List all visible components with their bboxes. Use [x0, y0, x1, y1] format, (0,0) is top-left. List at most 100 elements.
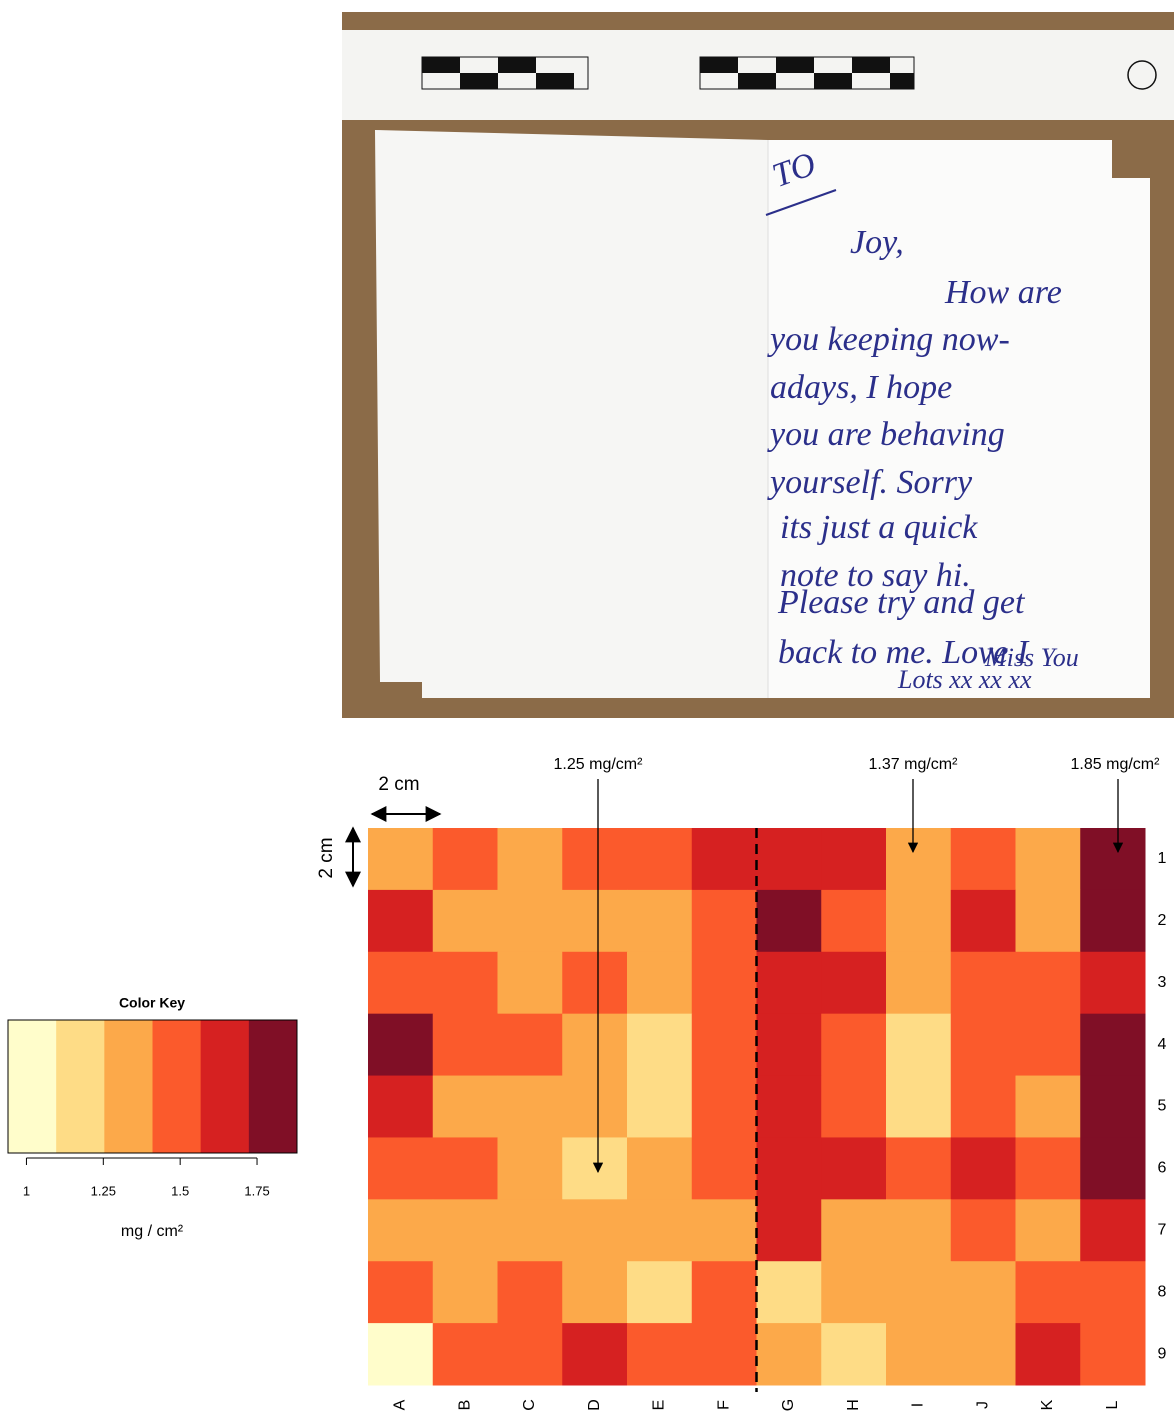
heatmap-cell	[886, 1076, 951, 1138]
heatmap-cell	[692, 1137, 757, 1199]
column-label: C	[521, 1399, 538, 1411]
heatmap: 123456789ABCDEFGHIJKL1.25 mg/cm²1.37 mg/…	[8, 756, 1167, 1411]
heatmap-cell	[433, 828, 498, 890]
heatmap-cell	[757, 1323, 822, 1385]
heatmap-cell	[1080, 1014, 1145, 1076]
annotation: 1.25 mg/cm²	[554, 756, 644, 773]
key-tick-label: 1.5	[171, 1183, 189, 1198]
handwriting-line: you are behaving	[767, 416, 1005, 453]
heatmap-cell	[1016, 1323, 1081, 1385]
heatmap-cell	[886, 828, 951, 890]
heatmap-cell	[498, 890, 563, 952]
heatmap-cell	[951, 952, 1016, 1014]
heatmap-cell	[1016, 1014, 1081, 1076]
heatmap-cell	[1016, 1199, 1081, 1261]
heatmap-cell	[433, 1199, 498, 1261]
heatmap-cell	[886, 1014, 951, 1076]
heatmap-cell	[433, 1014, 498, 1076]
heatmap-cell	[951, 1014, 1016, 1076]
heatmap-cell	[821, 1323, 886, 1385]
heatmap-cell	[757, 952, 822, 1014]
heatmap-cell	[368, 1014, 433, 1076]
heatmap-cell	[886, 1261, 951, 1323]
heatmap-cell	[562, 890, 627, 952]
annotation: 1.85 mg/cm²	[1071, 756, 1161, 773]
key-swatch	[56, 1020, 105, 1153]
heatmap-cell	[1080, 1199, 1145, 1261]
heatmap-cell	[821, 828, 886, 890]
heatmap-cell	[368, 890, 433, 952]
heatmap-cell	[1080, 1076, 1145, 1138]
heatmap-cell	[1080, 1323, 1145, 1385]
handwriting-line: Joy,	[850, 224, 904, 261]
heatmap-cell	[1016, 1076, 1081, 1138]
heatmap-cell	[1080, 1137, 1145, 1199]
heatmap-cell	[692, 1076, 757, 1138]
heatmap-cell	[498, 828, 563, 890]
heatmap-cell	[368, 1199, 433, 1261]
row-label: 6	[1158, 1160, 1167, 1177]
heatmap-cell	[433, 952, 498, 1014]
heatmap-cell	[498, 1261, 563, 1323]
heatmap-cell	[562, 1323, 627, 1385]
key-title: Color Key	[119, 995, 185, 1011]
heatmap-cell	[498, 1014, 563, 1076]
heatmap-cell	[433, 1323, 498, 1385]
key-swatch	[104, 1020, 153, 1153]
handwriting-line: Please try and get	[777, 584, 1026, 621]
heatmap-cell	[1080, 952, 1145, 1014]
column-label: I	[910, 1403, 927, 1407]
row-label: 4	[1158, 1036, 1167, 1053]
heatmap-cell	[692, 952, 757, 1014]
heatmap-cell	[692, 1323, 757, 1385]
key-tick-label: 1.75	[244, 1183, 269, 1198]
heatmap-cell	[1016, 1261, 1081, 1323]
handwriting-line: adays, I hope	[770, 369, 952, 406]
heatmap-cell	[1080, 828, 1145, 890]
heatmap-cell	[627, 1014, 692, 1076]
heatmap-cell	[562, 828, 627, 890]
heatmap-cell	[821, 1261, 886, 1323]
heatmap-cell	[886, 1199, 951, 1261]
heatmap-cell	[821, 952, 886, 1014]
row-label: 2	[1158, 912, 1167, 929]
annotation: 1.37 mg/cm²	[869, 756, 959, 773]
heatmap-cell	[821, 1137, 886, 1199]
column-label: H	[845, 1399, 862, 1411]
scale-label: 2 cm	[378, 774, 419, 795]
heatmap-cell	[951, 828, 1016, 890]
heatmap-cell	[368, 1137, 433, 1199]
heatmap-cell	[757, 1137, 822, 1199]
heatmap-cell	[433, 1076, 498, 1138]
heatmap-cell	[757, 890, 822, 952]
heatmap-cell	[951, 1137, 1016, 1199]
heatmap-cell	[433, 890, 498, 952]
heatmap-cell	[951, 1076, 1016, 1138]
heatmap-cell	[433, 1137, 498, 1199]
heatmap-cell	[627, 890, 692, 952]
heatmap-cell	[368, 1076, 433, 1138]
heatmap-cell	[692, 1261, 757, 1323]
heatmap-cell	[368, 828, 433, 890]
heatmap-cell	[562, 1014, 627, 1076]
heatmap-cell	[951, 1323, 1016, 1385]
heatmap-cell	[368, 1261, 433, 1323]
heatmap-cell	[498, 1199, 563, 1261]
heatmap-cell	[757, 1261, 822, 1323]
row-label: 5	[1158, 1098, 1167, 1115]
column-label: E	[651, 1400, 668, 1411]
heatmap-cell	[757, 1076, 822, 1138]
heatmap-cell	[951, 1261, 1016, 1323]
heatmap-cell	[627, 1137, 692, 1199]
heatmap-cell	[562, 1137, 627, 1199]
heatmap-cell	[886, 1323, 951, 1385]
row-label: 7	[1158, 1221, 1167, 1238]
column-label: B	[456, 1400, 473, 1411]
heatmap-cell	[1080, 890, 1145, 952]
heatmap-cell	[692, 890, 757, 952]
column-label: A	[392, 1399, 409, 1410]
heatmap-cell	[498, 1323, 563, 1385]
column-label: J	[974, 1401, 991, 1409]
heatmap-cell	[498, 1137, 563, 1199]
